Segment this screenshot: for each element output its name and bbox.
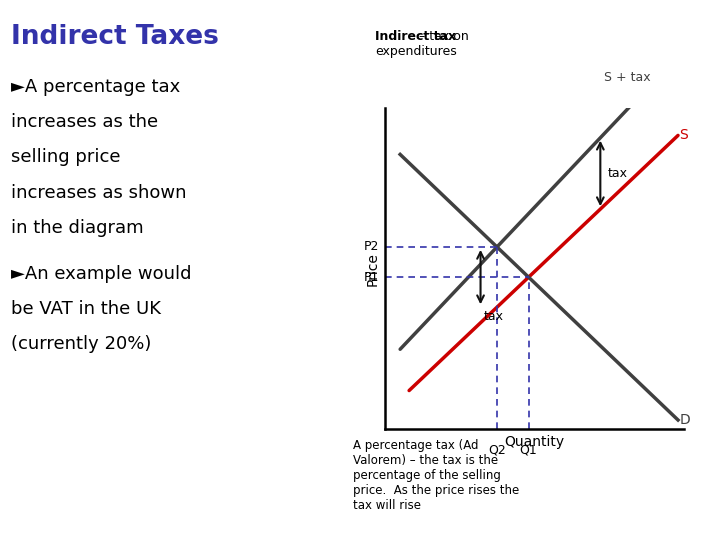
Text: increases as shown: increases as shown — [11, 184, 186, 201]
Text: in the diagram: in the diagram — [11, 219, 143, 237]
Text: (currently 20%): (currently 20%) — [11, 335, 151, 353]
Text: P1: P1 — [364, 271, 379, 284]
Text: ►A percentage tax: ►A percentage tax — [11, 78, 180, 96]
Text: Q2: Q2 — [488, 444, 506, 457]
Text: be VAT in the UK: be VAT in the UK — [11, 300, 161, 318]
Text: tax: tax — [484, 310, 503, 323]
Text: S + tax: S + tax — [604, 71, 651, 84]
Text: S: S — [680, 129, 688, 143]
Text: increases as the: increases as the — [11, 113, 158, 131]
Text: P2: P2 — [364, 240, 379, 253]
Text: D: D — [680, 413, 690, 427]
Text: ►An example would: ►An example would — [11, 265, 192, 282]
Text: – tax on
expenditures: – tax on expenditures — [375, 30, 469, 58]
Text: Indirect Taxes: Indirect Taxes — [11, 24, 219, 50]
X-axis label: Quantity: Quantity — [505, 435, 564, 449]
Text: tax: tax — [608, 167, 628, 180]
Text: selling price: selling price — [11, 148, 120, 166]
Text: Indirect tax: Indirect tax — [375, 30, 456, 43]
Text: Q1: Q1 — [520, 444, 537, 457]
Text: A percentage tax (Ad
Valorem) – the tax is the
percentage of the selling
price. : A percentage tax (Ad Valorem) – the tax … — [354, 440, 520, 512]
Y-axis label: Price: Price — [366, 252, 379, 286]
